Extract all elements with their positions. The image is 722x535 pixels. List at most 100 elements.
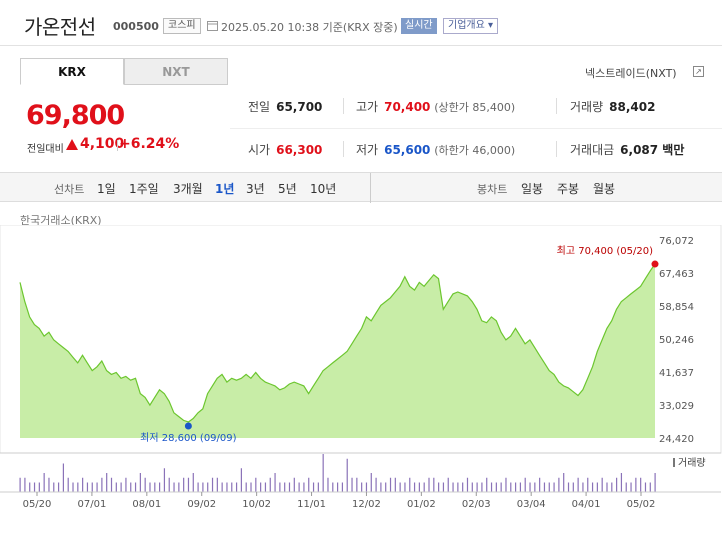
volume-bar [96,482,98,492]
quote-datetime: 2025.05.20 10:38 기준(KRX 장중) [221,21,398,34]
candle-weekly[interactable]: 주봉 [557,182,580,196]
x-tick-label: 09/02 [187,499,216,510]
volume-bar [332,482,334,492]
period-5y[interactable]: 5년 [278,182,297,196]
stat-label: 고가 [356,100,379,114]
volume-bar [428,477,430,492]
period-3m[interactable]: 3개월 [173,182,203,196]
clock-icon [207,21,218,31]
period-1y[interactable]: 1년 [215,182,235,196]
volume-bar [19,477,21,492]
volume-bar [486,477,488,492]
x-tick-label: 02/03 [462,499,491,510]
volume-bar [293,477,295,492]
low-label: 최저 28,600 (09/09) [140,432,236,444]
volume-bar [413,482,416,492]
volume-bar [351,477,353,492]
volume-bar [447,477,449,492]
volume-bar [202,482,204,492]
stat-value: 88,402 [609,100,656,114]
x-tick-label: 07/01 [77,499,106,510]
period-3y[interactable]: 3년 [246,182,265,196]
volume-bar [308,477,310,492]
stat-label: 거래대금 [570,143,615,157]
volume-bar [553,482,555,492]
volume-bar [644,482,647,492]
x-tick-label: 12/02 [352,499,381,510]
low-marker [184,422,192,430]
volume-bar [183,477,185,492]
volume-bar [635,477,637,492]
volume-bar [29,482,31,492]
high-label: 최고 70,400 (05/20) [557,245,653,257]
divider [117,140,118,151]
volume-bar [154,482,156,492]
stat-value: 6,087 백만 [620,143,685,157]
stat-value: 65,600 [384,143,431,157]
volume-bar [529,482,531,492]
candle-daily[interactable]: 일봉 [521,182,544,196]
volume-bar [433,477,435,492]
volume-bar [558,477,560,492]
candle-monthly[interactable]: 월봉 [593,182,616,196]
x-tick-label: 04/01 [572,499,601,510]
external-link-icon[interactable]: ↗ [693,66,704,77]
volume-bar [616,477,618,492]
volume-bar [582,482,584,492]
volume-bar [178,482,180,492]
tab-nxt[interactable]: NXT [124,58,228,85]
volume-bar [274,473,276,492]
nxt-link[interactable]: 넥스트레이드(NXT) [585,67,677,80]
high-marker [651,260,659,268]
volume-bar [601,477,603,492]
volume-bar [490,482,493,492]
tab-krx[interactable]: KRX [20,58,124,85]
volume-bar [322,454,324,492]
volume-bar [72,482,74,492]
x-tick-label: 01/02 [407,499,436,510]
volume-bar [43,473,45,492]
period-1d[interactable]: 1일 [97,182,116,196]
y-tick-label: 76,072 [659,236,694,247]
volume-legend-icon [673,458,675,467]
volume-bar [255,477,257,492]
volume-bar [82,477,84,492]
volume-bar [24,477,26,492]
volume-bar [438,482,440,492]
realtime-button[interactable]: 실시간 [401,18,437,34]
volume-bar [548,482,550,492]
price-change-pct: +6.24% [119,136,180,152]
volume-bar [144,477,146,492]
volume-bar [125,477,127,492]
volume-bar [596,482,598,492]
volume-bar [240,468,242,492]
period-10y[interactable]: 10년 [310,182,337,196]
volume-bar [587,477,589,492]
corp-info-dropdown[interactable]: 기업개요 ▾ [443,18,499,34]
volume-bar [245,482,247,492]
volume-bar [346,458,348,492]
market-badge: 코스피 [163,18,201,34]
volume-bar [543,482,546,492]
period-1w[interactable]: 1주일 [129,182,159,196]
stat-high: 고가 70,400 (상한가 85,400) [356,98,515,115]
volume-bar [375,477,377,492]
price-chart[interactable]: 76,072 67,463 58,854 50,246 41,637 33,029 24,4… [0,225,722,535]
stat-open: 시가 66,300 [248,141,322,158]
volume-bar [394,477,396,492]
y-tick-label: 67,463 [659,269,694,280]
volume-bar [207,482,209,492]
volume-bar [250,482,252,492]
volume-bar [385,482,387,492]
volume-bar [159,482,161,492]
volume-bar [640,477,642,492]
x-tick-label: 03/04 [517,499,546,510]
volume-bar [442,482,445,492]
volume-bar [173,482,175,492]
volume-bar [466,477,469,492]
divider [556,141,557,157]
y-tick-label: 24,420 [659,434,694,445]
volume-bar [654,473,656,492]
volume-bar [519,482,522,492]
volume-bar [77,482,79,492]
